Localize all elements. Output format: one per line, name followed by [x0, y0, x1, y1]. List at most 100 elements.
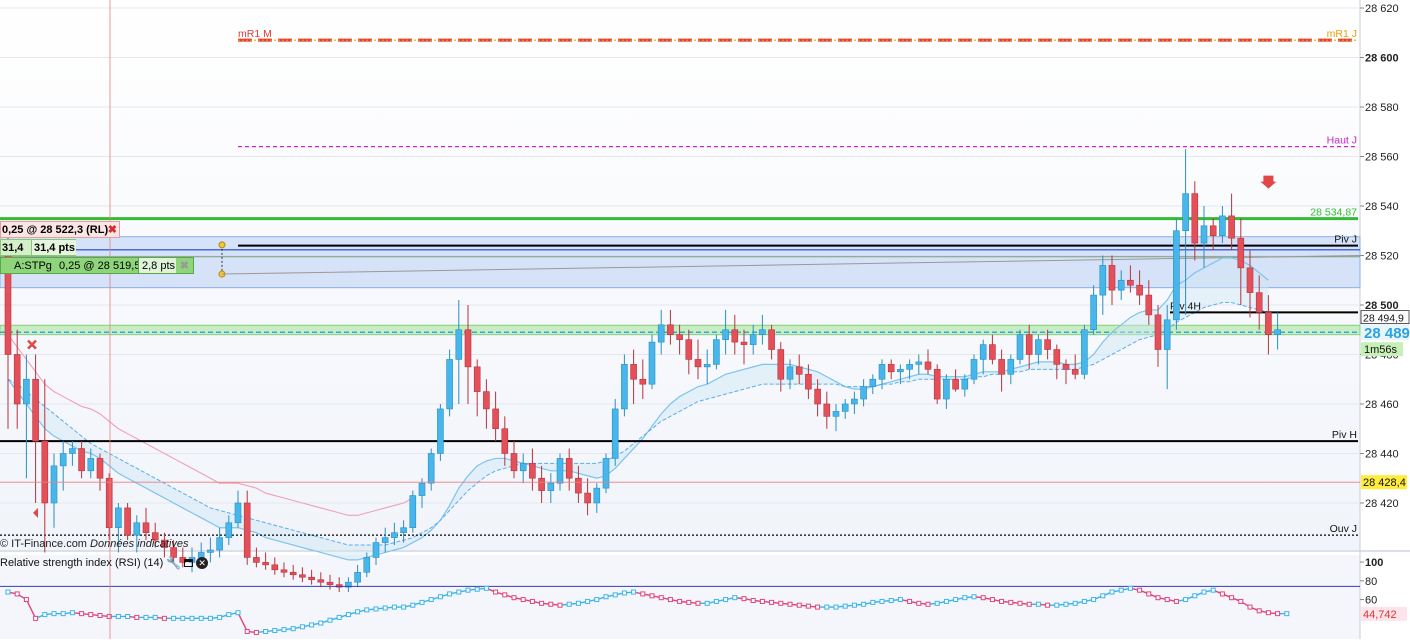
close-icon[interactable]: ✖: [179, 260, 189, 272]
candle[interactable]: [998, 349, 1005, 392]
candle[interactable]: [170, 540, 177, 563]
candle[interactable]: [565, 448, 573, 491]
candle[interactable]: [1108, 255, 1116, 305]
candle[interactable]: [1016, 329, 1024, 365]
candle[interactable]: [749, 324, 757, 355]
candle[interactable]: [538, 465, 545, 503]
candle[interactable]: [869, 374, 877, 395]
candle[interactable]: [207, 537, 214, 563]
candle[interactable]: [464, 304, 472, 404]
settings-wrench-icon[interactable]: 🔧: [166, 556, 182, 570]
candle[interactable]: [32, 354, 39, 503]
candle[interactable]: [243, 490, 251, 565]
candle[interactable]: [832, 403, 840, 432]
candle[interactable]: [621, 354, 628, 417]
candle[interactable]: [234, 490, 242, 528]
candle[interactable]: [69, 441, 76, 466]
candle[interactable]: [556, 453, 564, 491]
candle[interactable]: [400, 520, 407, 543]
candle[interactable]: [1053, 344, 1061, 380]
candle[interactable]: [299, 567, 306, 583]
stop-order-tag[interactable]: A:STPg 0,25 @ 28 519,5 2,8 pts ✖: [0, 257, 194, 274]
candle[interactable]: [1071, 354, 1079, 380]
candle[interactable]: [657, 309, 665, 355]
close-panel-icon[interactable]: ✕: [196, 557, 209, 569]
candle[interactable]: [335, 577, 343, 593]
candle[interactable]: [1090, 285, 1097, 335]
candle[interactable]: [860, 379, 867, 407]
candle[interactable]: [703, 349, 711, 385]
candle[interactable]: [289, 564, 297, 580]
candle[interactable]: [1274, 312, 1281, 350]
candle[interactable]: [96, 453, 104, 491]
candle[interactable]: [1044, 329, 1051, 360]
candle[interactable]: [1255, 275, 1263, 330]
candle[interactable]: [777, 342, 785, 392]
candle[interactable]: [575, 465, 582, 503]
candle[interactable]: [483, 379, 490, 429]
candle[interactable]: [216, 527, 223, 558]
candle[interactable]: [446, 349, 453, 417]
candle[interactable]: [142, 507, 150, 541]
candle[interactable]: [1145, 280, 1153, 325]
position-tag[interactable]: 31,4 31,4 pts: [0, 239, 76, 256]
candle[interactable]: [280, 562, 288, 578]
candle[interactable]: [345, 577, 352, 593]
candle[interactable]: [1099, 255, 1107, 315]
candle[interactable]: [13, 329, 21, 429]
candle[interactable]: [363, 552, 371, 578]
candle[interactable]: [372, 537, 380, 565]
candle[interactable]: [1117, 270, 1125, 301]
candle[interactable]: [1200, 205, 1208, 268]
candle[interactable]: [759, 314, 766, 345]
candle[interactable]: [694, 339, 702, 380]
candle[interactable]: [1062, 359, 1070, 385]
candle[interactable]: [1182, 149, 1189, 315]
candle[interactable]: [437, 403, 444, 461]
candle[interactable]: [418, 478, 426, 508]
candle[interactable]: [308, 569, 315, 585]
candle[interactable]: [851, 391, 858, 414]
candle[interactable]: [648, 334, 656, 390]
candle[interactable]: [713, 334, 720, 370]
candle[interactable]: [262, 552, 269, 570]
candle[interactable]: [1209, 218, 1217, 251]
candle[interactable]: [943, 374, 950, 409]
candle[interactable]: [805, 364, 812, 400]
candle[interactable]: [381, 527, 389, 553]
candle[interactable]: [722, 309, 729, 355]
candle[interactable]: [501, 416, 509, 466]
candle[interactable]: [473, 359, 481, 417]
candle[interactable]: [630, 349, 637, 404]
candle[interactable]: [961, 374, 969, 397]
candle[interactable]: [1025, 324, 1033, 370]
candle[interactable]: [897, 364, 904, 385]
candle[interactable]: [409, 490, 417, 533]
candle[interactable]: [915, 354, 923, 375]
candle[interactable]: [593, 483, 601, 513]
candle[interactable]: [841, 399, 849, 419]
candle[interactable]: [611, 399, 619, 466]
candle[interactable]: [455, 300, 463, 404]
candle[interactable]: [41, 379, 49, 553]
candle[interactable]: [924, 349, 932, 375]
candle[interactable]: [50, 453, 58, 528]
candle[interactable]: [1163, 304, 1171, 390]
candle[interactable]: [1081, 324, 1088, 380]
candle[interactable]: [795, 354, 803, 385]
candle[interactable]: [354, 564, 361, 588]
candle[interactable]: [529, 448, 536, 491]
candle[interactable]: [887, 359, 895, 380]
candle[interactable]: [1237, 218, 1245, 305]
candle[interactable]: [161, 532, 168, 558]
candle[interactable]: [584, 478, 591, 516]
candle[interactable]: [547, 473, 555, 503]
candle[interactable]: [1246, 250, 1254, 318]
candle[interactable]: [970, 354, 978, 385]
candle[interactable]: [78, 441, 85, 479]
candle[interactable]: [814, 379, 821, 417]
candle[interactable]: [151, 522, 159, 548]
candle[interactable]: [1219, 205, 1226, 244]
candle[interactable]: [23, 354, 30, 479]
